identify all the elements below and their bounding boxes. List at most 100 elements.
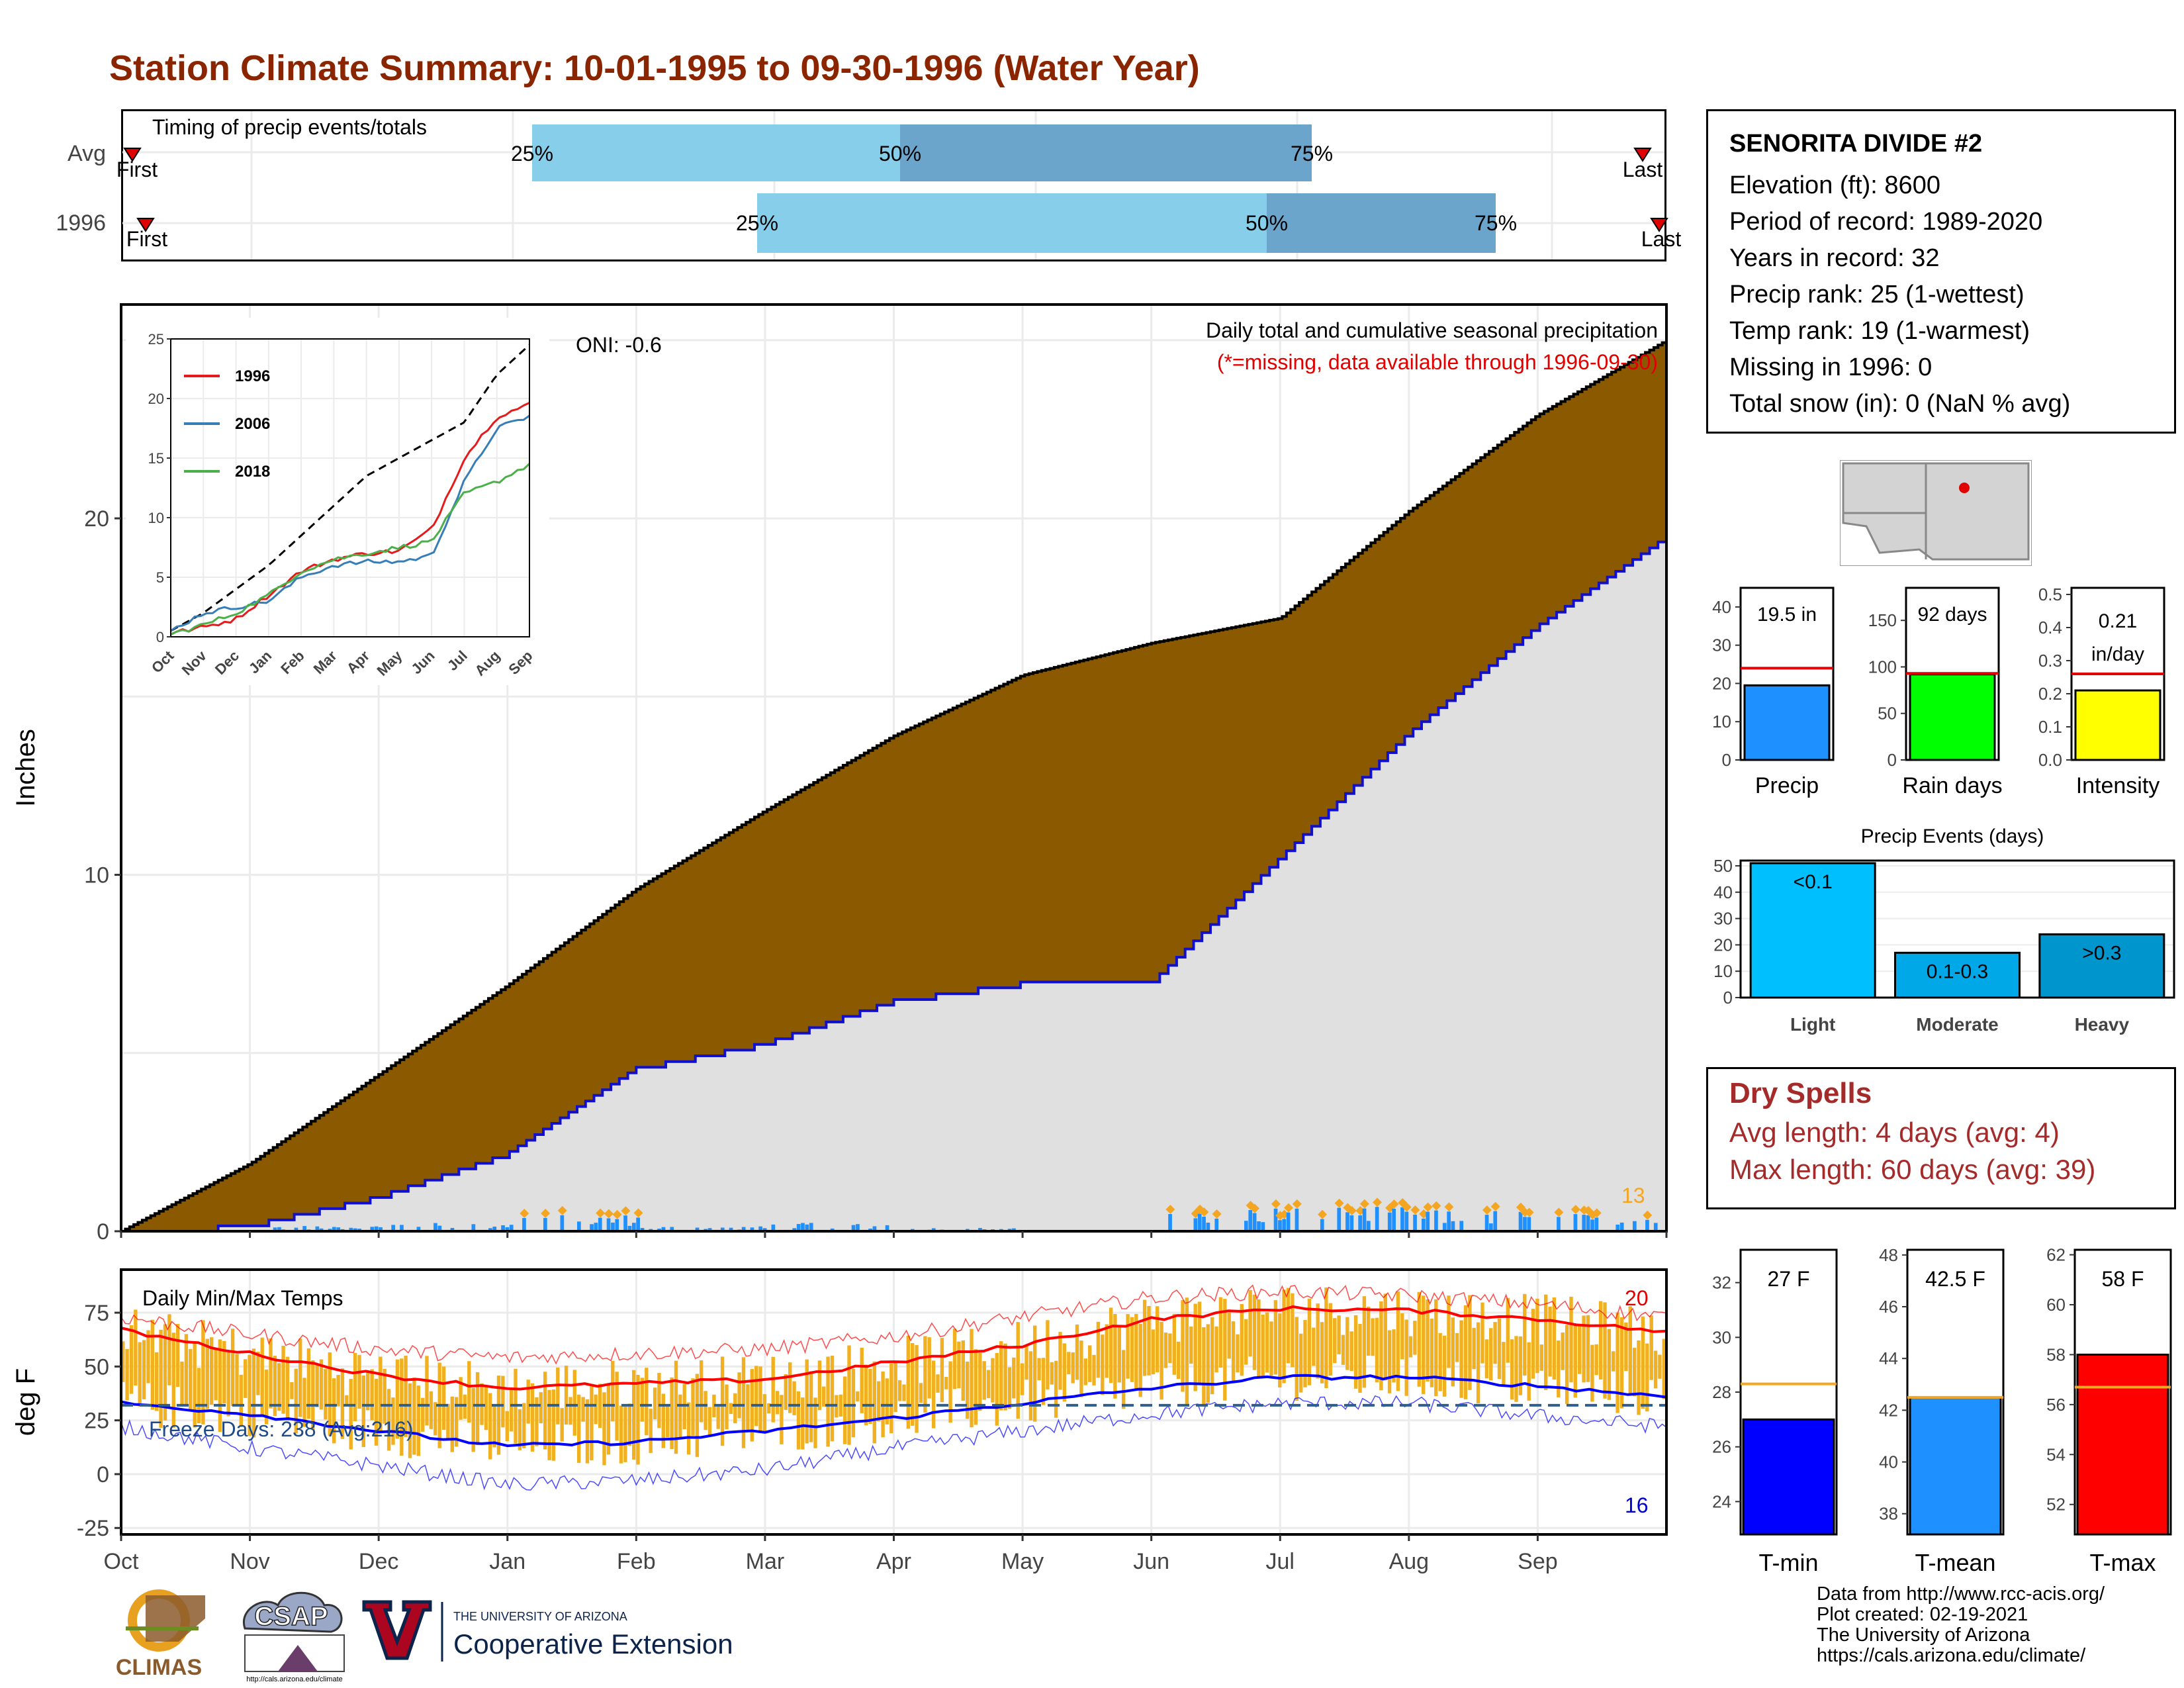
daily-precip-bar <box>750 1227 754 1231</box>
heavy-event-marker <box>1318 1209 1328 1219</box>
inset-ytick-label: 20 <box>148 391 164 407</box>
temp-range-bar <box>1510 1339 1514 1400</box>
temp-range-bar <box>1426 1299 1430 1382</box>
year-cumulative-area <box>121 536 1668 1233</box>
daily-precip-bar <box>801 1223 805 1231</box>
daily-precip-bar <box>1590 1219 1594 1231</box>
temp-heading: Daily Min/Max Temps <box>142 1286 343 1310</box>
precip-event-category: Moderate <box>1916 1014 1998 1035</box>
daily-precip-bar <box>851 1225 856 1231</box>
heavy-event-marker <box>596 1208 606 1218</box>
temp-range-bar <box>269 1338 273 1409</box>
temp-range-bar <box>526 1380 530 1424</box>
temp-range-bar <box>180 1361 184 1407</box>
temp-range-bar <box>167 1314 171 1385</box>
temp-range-bar <box>940 1338 944 1403</box>
temp-range-bar <box>1468 1295 1472 1390</box>
temp-range-bar <box>1291 1293 1295 1368</box>
daily-precip-bar <box>543 1217 547 1231</box>
temp-summary-ytick: 46 <box>1879 1297 1898 1317</box>
temp-range-bar <box>214 1348 218 1401</box>
temp-range-bar <box>1624 1322 1628 1372</box>
temp-range-bar <box>459 1377 463 1420</box>
summary-ytick-label: 150 <box>1868 610 1897 630</box>
temp-range-bar <box>1603 1302 1607 1399</box>
summary-bar-charts: 0 10 20 30 40 19.5 in Precip 0 50 100 150 92 days Ra… <box>1712 585 2165 798</box>
temp-range-bar <box>746 1384 750 1432</box>
daily-precip-bar <box>492 1227 497 1231</box>
summary-value-label: in/day <box>2091 643 2144 665</box>
temp-ylabel: deg F <box>11 1368 40 1436</box>
heavy-event-marker <box>1347 1205 1357 1215</box>
timing-chart: Timing of precip events/totals Avg 1996 … <box>56 111 1681 259</box>
temp-range-bar <box>1535 1298 1539 1374</box>
temp-range-bar <box>826 1356 830 1447</box>
daily-precip-bar <box>1375 1207 1379 1231</box>
daily-precip-bar <box>332 1227 336 1231</box>
csap-logo-text: CSAP <box>254 1602 328 1631</box>
temp-range-bar <box>948 1361 952 1423</box>
temp-range-bar <box>1328 1303 1332 1376</box>
summary-ytick-label: 0.4 <box>2038 618 2062 637</box>
temp-range-bar <box>1387 1330 1392 1393</box>
precip-ytick-label: 10 <box>84 863 109 888</box>
temp-range-bar <box>1012 1357 1016 1399</box>
heavy-event-marker <box>1250 1203 1259 1213</box>
daily-precip-bar <box>720 1227 725 1231</box>
daily-precip-bar <box>830 1228 835 1231</box>
temp-rank-line: Temp rank: 19 (1-warmest) <box>1729 317 2030 345</box>
temp-range-bar <box>391 1397 395 1445</box>
temp-range-bar <box>1413 1321 1417 1355</box>
timing-row-avg-label: Avg <box>68 141 106 166</box>
temp-range-bar <box>1058 1332 1062 1390</box>
temp-range-bar <box>1024 1345 1028 1380</box>
daily-precip-bar <box>1320 1219 1324 1231</box>
temp-range-bar <box>636 1375 640 1465</box>
temp-range-bar <box>189 1348 193 1411</box>
events-ytick-label: 20 <box>1713 935 1733 955</box>
period-line: Period of record: 1989-2020 <box>1729 208 2043 236</box>
timing-avg-last-label: Last <box>1623 158 1663 181</box>
temp-range-bar <box>1527 1342 1531 1401</box>
avg-tmin-line <box>120 1374 1667 1448</box>
precip-event-bar <box>2038 933 2165 999</box>
temp-range-bar <box>1493 1322 1497 1364</box>
heavy-event-marker <box>1271 1199 1281 1209</box>
daily-precip-bar <box>741 1227 746 1231</box>
temp-range-bar <box>509 1389 514 1432</box>
summary-ytick-label: 10 <box>1712 712 1731 731</box>
temp-range-bar <box>927 1337 931 1399</box>
daily-precip-bar <box>1168 1214 1172 1231</box>
daily-precip-bar <box>1206 1223 1210 1231</box>
temp-ytick-label: 25 <box>84 1409 109 1434</box>
temp-range-bar <box>1392 1329 1396 1383</box>
daily-precip-bar <box>416 1227 421 1231</box>
temp-range-bar <box>484 1385 488 1430</box>
temp-range-bar <box>1383 1293 1387 1381</box>
temp-range-bar <box>1598 1301 1603 1380</box>
summary-ytick-label: 0.2 <box>2038 684 2062 704</box>
dry-spells-avg: Avg length: 4 days (avg: 4) <box>1729 1117 2060 1148</box>
temp-range-bar <box>400 1358 404 1456</box>
temp-range-bar <box>383 1368 387 1424</box>
temp-range-bar <box>733 1393 737 1424</box>
daily-precip-bar <box>640 1228 645 1231</box>
temp-range-bar <box>906 1335 910 1429</box>
temp-range-bar <box>893 1363 897 1412</box>
inset-ytick-label: 25 <box>148 331 164 348</box>
temp-range-bar <box>1455 1333 1459 1362</box>
temp-range-bar <box>1316 1303 1320 1379</box>
ua-small-text: THE UNIVERSITY OF ARIZONA <box>453 1610 627 1623</box>
temp-range-bar <box>1016 1322 1020 1419</box>
temp-range-bar <box>1472 1328 1476 1370</box>
daily-precip-bar <box>1400 1207 1404 1231</box>
temp-range-bar <box>256 1352 260 1395</box>
inset-ytick-label: 0 <box>156 629 164 645</box>
timing-avg-first-label: First <box>116 158 158 181</box>
daily-precip-bar <box>505 1227 510 1231</box>
temp-range-bar <box>1637 1340 1641 1415</box>
month-tick-label: Jun <box>1133 1549 1169 1574</box>
temp-range-bar <box>374 1378 379 1446</box>
daily-precip-bar <box>400 1225 404 1231</box>
temp-range-bar <box>1218 1297 1223 1368</box>
